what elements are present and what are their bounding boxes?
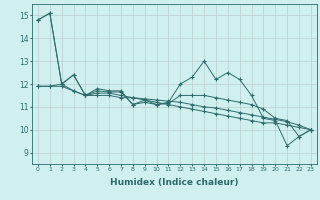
X-axis label: Humidex (Indice chaleur): Humidex (Indice chaleur) xyxy=(110,178,239,187)
